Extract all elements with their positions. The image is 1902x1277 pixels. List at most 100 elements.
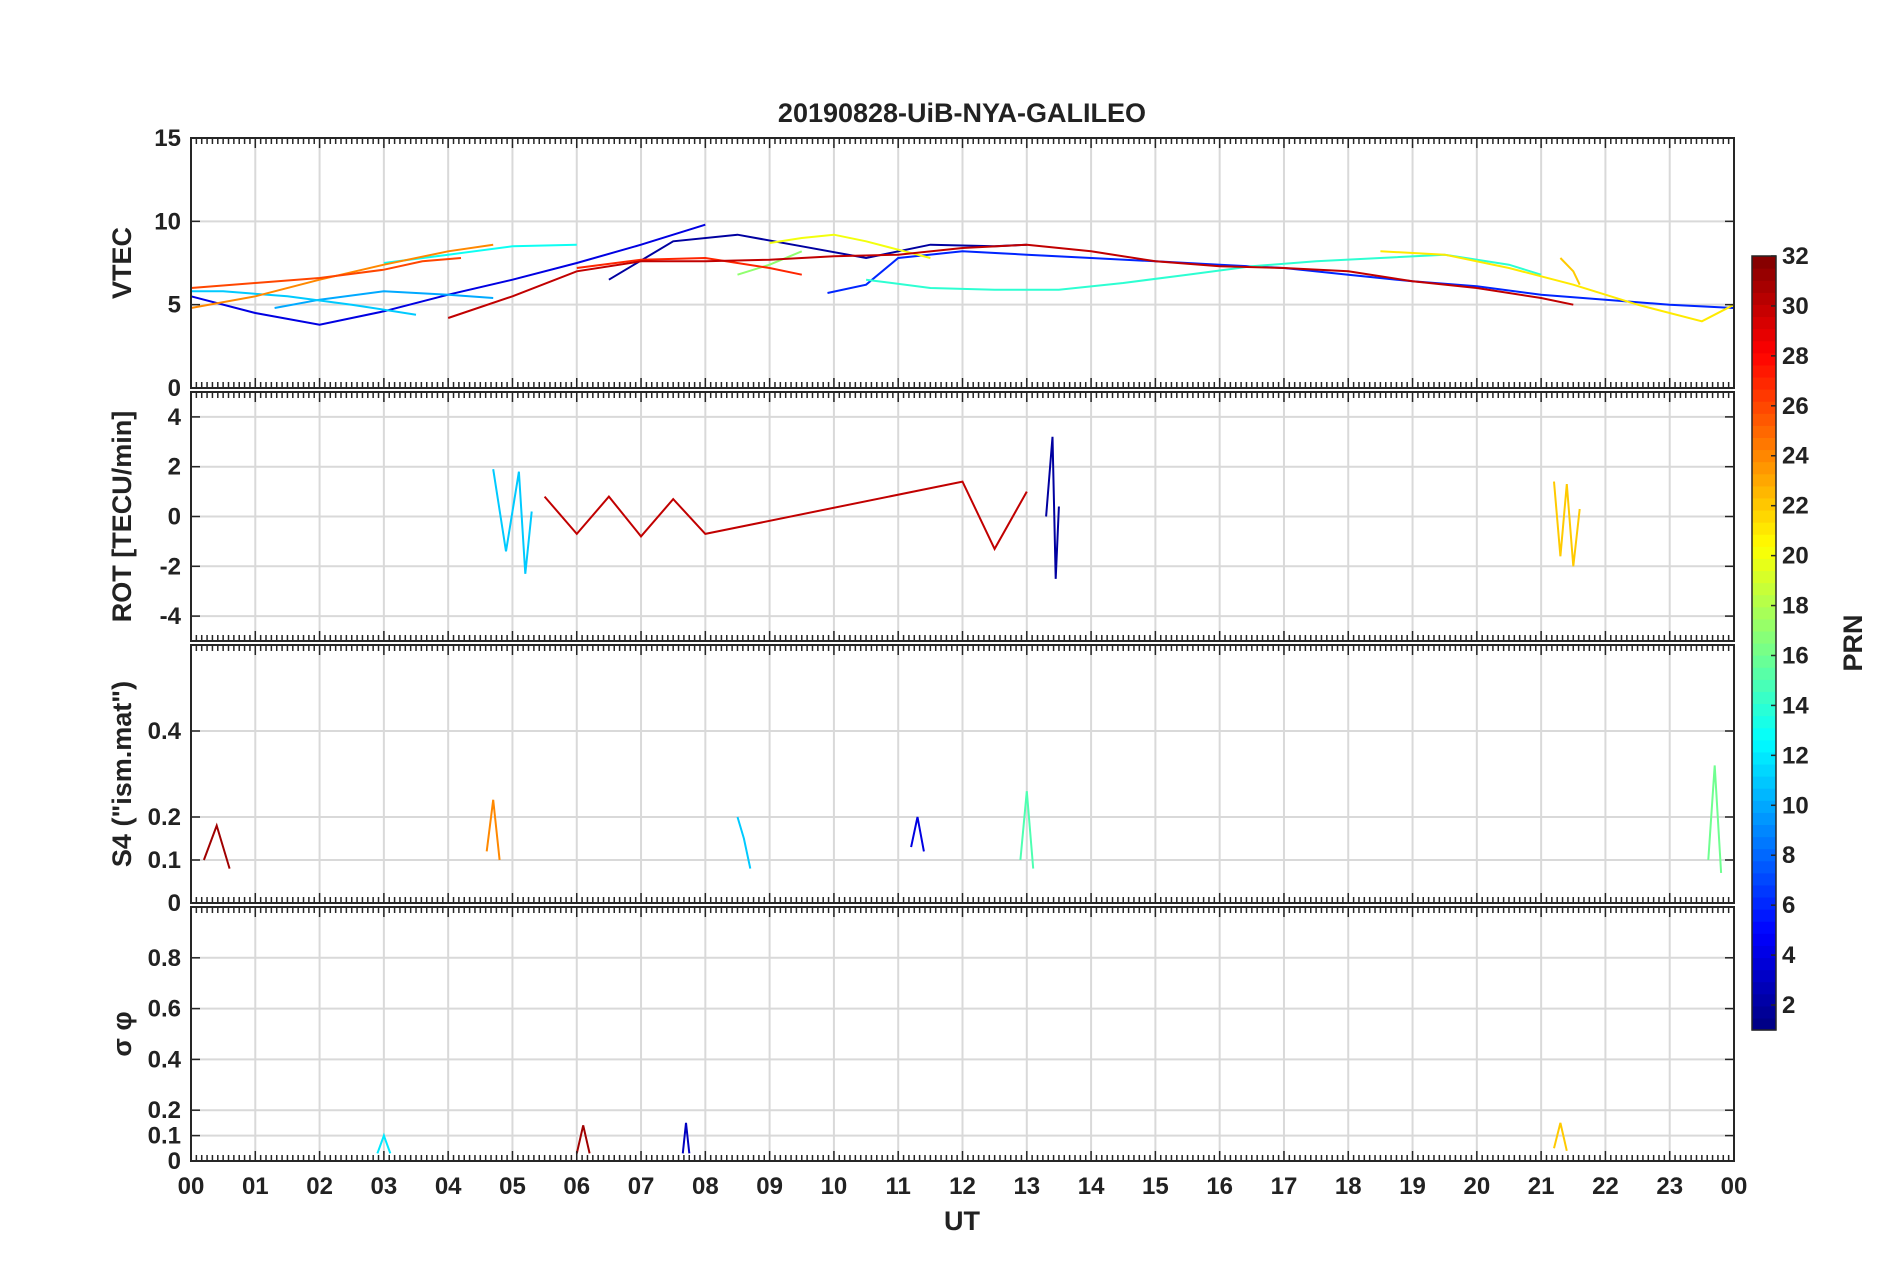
colorbar-tick-label: 22 xyxy=(1782,493,1809,520)
colorbar-segment xyxy=(1752,522,1776,535)
colorbar-segment xyxy=(1752,872,1776,886)
colorbar-tick-label: 14 xyxy=(1782,692,1809,719)
colorbar-segment xyxy=(1752,824,1776,838)
colorbar-tick-label: 12 xyxy=(1782,742,1809,769)
colorbar-segment xyxy=(1752,268,1776,281)
y-tick-label: -4 xyxy=(160,603,182,630)
colorbar-segment xyxy=(1752,413,1776,426)
x-tick-label: 05 xyxy=(499,1173,526,1200)
colorbar-segment xyxy=(1752,316,1776,330)
x-tick-label: 09 xyxy=(756,1173,783,1200)
y-tick-label: 0 xyxy=(168,504,181,531)
colorbar-segment xyxy=(1752,643,1776,656)
series-prn-30 xyxy=(447,243,1574,319)
colorbar-segment xyxy=(1752,788,1776,801)
colorbar-tick-label: 32 xyxy=(1782,243,1809,270)
plot-frame xyxy=(190,391,1735,642)
series-prn-22 xyxy=(1559,257,1581,286)
colorbar-segment xyxy=(1752,776,1776,789)
y-axis-title: ROT [TECU/min] xyxy=(107,411,137,622)
x-tick-label: 04 xyxy=(435,1173,462,1200)
y-tick-label: 0 xyxy=(168,375,181,402)
y-tick-label: 0.1 xyxy=(148,847,181,874)
colorbar-segment xyxy=(1752,328,1776,342)
series-prn-11 xyxy=(191,290,417,316)
colorbar-segment xyxy=(1752,485,1776,499)
colorbar-segment xyxy=(1752,606,1776,620)
colorbar-segment xyxy=(1752,509,1776,523)
colorbar-segment xyxy=(1752,763,1776,777)
series-prn-22 xyxy=(1553,481,1581,567)
colorbar-segment xyxy=(1752,957,1776,971)
x-tick-label: 17 xyxy=(1271,1173,1298,1200)
colorbar-segment xyxy=(1752,594,1776,608)
colorbar-tick-label: 24 xyxy=(1782,443,1809,470)
series-prn-31 xyxy=(575,1125,591,1154)
colorbar-segment xyxy=(1752,401,1776,414)
x-tick-label: 20 xyxy=(1463,1173,1490,1200)
colorbar-segment xyxy=(1752,546,1776,559)
colorbar-tick-label: 28 xyxy=(1782,343,1809,370)
colorbar-segment xyxy=(1752,993,1776,1007)
colorbar-segment xyxy=(1752,304,1776,318)
y-tick-label: 0.2 xyxy=(148,1097,181,1124)
series-prn-21 xyxy=(1380,250,1735,323)
plot-frame xyxy=(190,644,1735,904)
colorbar-segment xyxy=(1752,703,1776,717)
x-tick-label: 03 xyxy=(371,1173,398,1200)
series-prn-11 xyxy=(492,469,533,574)
x-tick-label: 19 xyxy=(1399,1173,1426,1200)
series-prn-15 xyxy=(1019,791,1035,869)
x-tick-label: 02 xyxy=(306,1173,333,1200)
colorbar-segment xyxy=(1752,352,1776,366)
colorbar-segment xyxy=(1752,836,1776,850)
colorbar-segment xyxy=(1752,1005,1776,1019)
colorbar-segment xyxy=(1752,570,1776,584)
x-tick-label: 08 xyxy=(692,1173,719,1200)
colorbar-segment xyxy=(1752,800,1776,813)
colorbar-segment xyxy=(1752,582,1776,596)
series-prn-4 xyxy=(910,816,925,852)
colorbar-segment xyxy=(1752,630,1776,644)
x-tick-label: 22 xyxy=(1592,1173,1619,1200)
x-tick-label: 16 xyxy=(1206,1173,1233,1200)
colorbar-segment xyxy=(1752,848,1776,862)
colorbar-tick-label: 2 xyxy=(1782,992,1795,1019)
x-tick-label: 11 xyxy=(886,1173,911,1200)
plot-frame xyxy=(190,906,1735,1162)
colorbar-segment xyxy=(1752,534,1776,547)
colorbar-segment xyxy=(1752,727,1776,741)
colorbar-segment xyxy=(1752,1017,1776,1031)
x-tick-label: 18 xyxy=(1335,1173,1362,1200)
x-tick-label: 07 xyxy=(628,1173,655,1200)
colorbar-segment xyxy=(1752,812,1776,826)
y-tick-label: 0.8 xyxy=(148,945,181,972)
y-axis-title: σ φ xyxy=(107,1011,137,1056)
colorbar-segment xyxy=(1752,715,1776,729)
x-tick-label: 13 xyxy=(1013,1173,1040,1200)
colorbar-segment xyxy=(1752,618,1776,632)
series-prn-11 xyxy=(736,816,752,869)
colorbar-segment xyxy=(1752,364,1776,378)
colorbar-segment xyxy=(1752,739,1776,753)
colorbar-segment xyxy=(1752,667,1776,680)
colorbar-segment xyxy=(1752,280,1776,293)
panel-sigma_phi: 00.10.2 0.4 0.6 0.8 σ φ xyxy=(107,906,1735,1175)
x-tick-label: 10 xyxy=(821,1173,848,1200)
panel-vtec: 0 5 10 15 VTEC xyxy=(107,125,1735,402)
colorbar-segment xyxy=(1752,558,1776,572)
y-tick-label: 0.2 xyxy=(148,804,181,831)
colorbar-segment xyxy=(1752,921,1776,934)
colorbar-tick-label: 30 xyxy=(1782,293,1809,320)
panel-rot: -4 -2 0 2 4 ROT [TECU/min] xyxy=(107,391,1735,642)
colorbar-segment xyxy=(1752,945,1776,959)
colorbar-tick-label: 18 xyxy=(1782,593,1809,620)
y-tick-label: 0.1 xyxy=(148,1123,181,1150)
colorbar-tick-label: 10 xyxy=(1782,792,1809,819)
colorbar-segment xyxy=(1752,425,1776,439)
colorbar-tick-label: 6 xyxy=(1782,892,1795,919)
series-prn-31 xyxy=(202,822,231,869)
colorbar-segment xyxy=(1752,933,1776,946)
